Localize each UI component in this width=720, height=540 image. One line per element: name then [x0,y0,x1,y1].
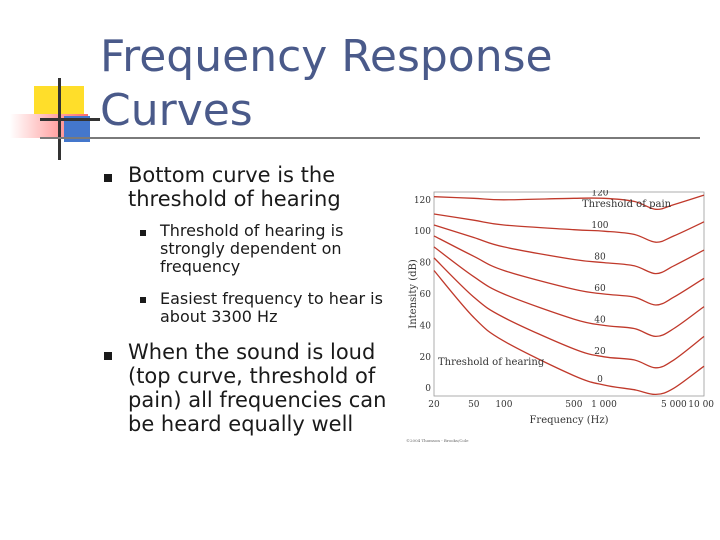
y-tick-label: 100 [414,227,431,237]
loudness-curve-3 [433,235,705,306]
loudness-curve-0 [433,194,705,210]
bullet-marker [104,174,112,182]
loudness-curve-4 [433,246,705,338]
threshold-of-hearing-label: Threshold of hearing [438,357,545,368]
y-axis-label: Intensity (dB) [408,259,419,329]
loudness-curve-2 [433,224,705,275]
x-tick-label: 100 [495,400,512,410]
x-tick-label: 50 [468,400,480,410]
x-tick-label: 500 [565,400,582,410]
y-tick-label: 120 [414,196,431,206]
sub-bullet-marker [140,297,146,303]
x-tick-label: 20 [428,400,440,410]
curve-level-label: 80 [594,253,606,263]
curve-level-label: 120 [591,190,608,198]
sub-bullet-item: Threshold of hearing is strongly depende… [160,221,344,276]
sub-bullet-item: Easiest frequency to hear is about 3300 … [160,289,383,326]
bullet-item: When the sound is loud (top curve, thres… [128,340,387,436]
frequency-response-chart: 0 20 40 60 80 100 120 20 50 100 500 1 000 5 000 10 0… [406,190,714,443]
sub-bullet-marker [140,230,146,236]
y-tick-label: 20 [420,353,432,363]
curve-level-label: 100 [591,221,608,231]
title-divider [40,137,700,139]
threshold-of-pain-label: Threshold of pain [582,199,672,210]
loudness-curve-5 [433,257,705,369]
chart-plot-frame [433,191,705,397]
credit-text: ©2004 Thomson - Brooks/Cole [406,438,469,443]
decor-horizontal-line [40,118,100,121]
bullet-marker [104,352,112,360]
y-tick-label: 40 [420,321,432,331]
slide-title: Frequency Response Curves [100,31,553,136]
x-tick-label: 1 000 [591,400,617,410]
x-tick-label: 10 000 [688,400,714,410]
curve-level-label: 0 [597,375,603,385]
x-axis-label: Frequency (Hz) [529,415,608,426]
y-tick-label: 0 [425,384,431,394]
loudness-curve-1 [433,213,705,243]
y-tick-label: 80 [420,259,432,269]
y-tick-label: 60 [420,290,432,300]
curve-level-label: 40 [594,315,606,325]
curve-level-label: 20 [594,347,606,357]
bullet-item: Bottom curve is the threshold of hearing [128,163,341,211]
loudness-curve-6 [433,270,705,396]
curve-level-label: 60 [594,284,606,294]
x-tick-label: 5 000 [661,400,687,410]
